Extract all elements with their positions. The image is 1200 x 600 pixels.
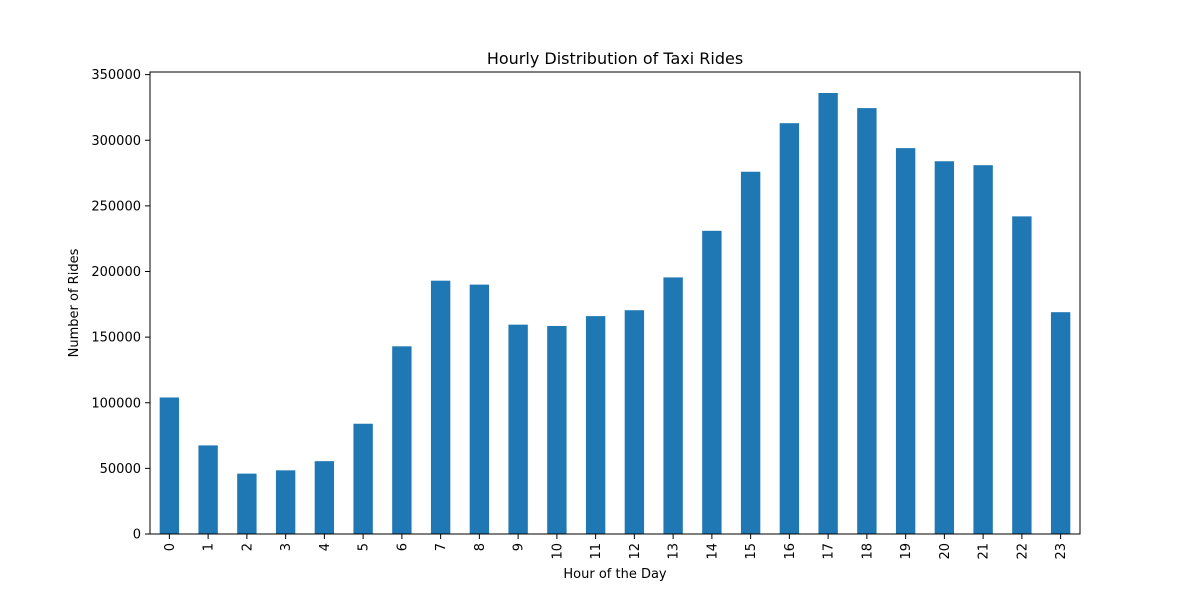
y-tick-label: 200000 xyxy=(91,265,141,280)
bar-hour-22 xyxy=(1012,216,1032,534)
bar-hour-6 xyxy=(392,346,412,534)
bar-hour-20 xyxy=(934,161,955,534)
bar-hour-12 xyxy=(624,310,645,534)
bar-hour-23 xyxy=(1050,312,1071,534)
x-tick-label: 3 xyxy=(279,543,294,551)
x-tick-label: 8 xyxy=(473,543,488,551)
y-axis: 0 50000 100000 150000 200000 250000 300000 3500… xyxy=(91,68,150,543)
bar-hour-7 xyxy=(430,280,451,534)
y-tick-label: 50000 xyxy=(100,462,141,477)
x-tick-label: 23 xyxy=(1054,543,1069,560)
bar-hour-5 xyxy=(353,423,373,534)
bar-hour-15 xyxy=(740,171,761,534)
bar-hour-13 xyxy=(663,277,683,534)
x-tick-label: 1 xyxy=(202,543,217,551)
bar-hour-2 xyxy=(237,473,257,534)
bar-hour-4 xyxy=(314,461,335,534)
bar-hour-0 xyxy=(159,397,180,534)
x-tick-label: 20 xyxy=(938,543,953,560)
x-tick-label: 16 xyxy=(783,543,798,560)
x-tick-label: 9 xyxy=(512,543,527,551)
y-tick-label: 350000 xyxy=(91,68,141,83)
chart-title: Hourly Distribution of Taxi Rides xyxy=(487,49,743,68)
bar-hour-9 xyxy=(508,324,528,534)
y-axis-label: Number of Rides xyxy=(67,248,82,357)
x-tick-label: 14 xyxy=(705,543,720,560)
x-axis-label: Hour of the Day xyxy=(563,567,667,582)
bars xyxy=(159,93,1071,534)
bar-hour-11 xyxy=(585,316,606,534)
y-tick-label: 150000 xyxy=(91,331,141,346)
x-tick-label: 22 xyxy=(1015,543,1030,560)
x-tick-label: 2 xyxy=(240,543,255,551)
bar-hour-8 xyxy=(469,284,490,534)
bar-hour-14 xyxy=(702,230,722,534)
x-tick-label: 17 xyxy=(822,543,837,560)
x-tick-label: 6 xyxy=(395,543,410,551)
y-tick-label: 100000 xyxy=(91,396,141,411)
x-tick-label: 0 xyxy=(163,543,178,551)
x-tick-label: 18 xyxy=(860,543,875,560)
y-tick-label: 250000 xyxy=(91,199,141,214)
bar-hour-1 xyxy=(198,445,218,534)
x-axis: 0 1 2 3 4 5 6 7 8 9 10 11 12 13 14 15 16 17 18 19 20 21 22 23 xyxy=(163,534,1069,560)
bar-hour-10 xyxy=(547,325,567,534)
bar-hour-19 xyxy=(895,148,916,534)
x-tick-label: 21 xyxy=(977,543,992,560)
x-tick-label: 5 xyxy=(357,543,372,551)
x-tick-label: 10 xyxy=(550,543,565,560)
x-tick-label: 12 xyxy=(628,543,643,560)
y-tick-label: 300000 xyxy=(91,134,141,149)
bar-hour-17 xyxy=(818,93,838,534)
plot-frame xyxy=(149,71,1081,535)
bar-hour-18 xyxy=(857,108,877,534)
x-tick-label: 13 xyxy=(667,543,682,560)
bar-hour-21 xyxy=(973,165,993,534)
x-tick-label: 4 xyxy=(318,543,333,551)
x-tick-label: 11 xyxy=(589,543,604,560)
bar-hour-3 xyxy=(275,470,296,534)
x-tick-label: 15 xyxy=(744,543,759,560)
y-tick-label: 0 xyxy=(133,528,141,543)
x-tick-label: 19 xyxy=(899,543,914,560)
bar-hour-16 xyxy=(779,123,800,534)
x-tick-label: 7 xyxy=(434,543,449,551)
